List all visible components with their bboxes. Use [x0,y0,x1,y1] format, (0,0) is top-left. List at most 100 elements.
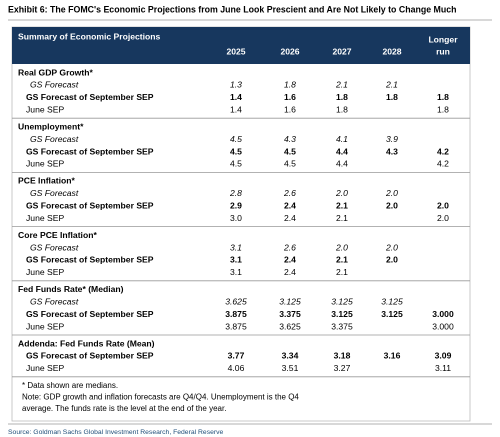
section-title: Real GDP Growth* [18,67,93,77]
cell: 2.0 [386,200,398,210]
cell: 3.875 [225,309,247,319]
cell: 3.0 [230,213,242,223]
cell: 2.6 [283,242,296,252]
cell: 3.375 [279,309,301,319]
cell: 4.06 [228,363,245,373]
cell: 4.4 [336,146,348,156]
cell: 2.0 [437,213,449,223]
cell: 1.6 [284,104,296,114]
note: Note: GDP growth and inflation forecasts… [22,392,299,401]
cell: 2.1 [336,267,348,277]
cell: 2.1 [336,200,348,210]
cell: 2.0 [385,242,398,252]
cell: 3.11 [435,363,451,373]
cell: 3.000 [432,321,454,331]
cell: 4.4 [336,159,348,169]
cell: 4.5 [230,134,242,144]
row-label: GS Forecast of September SEP [26,146,154,156]
row-label: June SEP [26,104,64,114]
row-label: GS Forecast of September SEP [26,309,154,319]
cell: 1.8 [437,104,449,114]
cell: 3.125 [381,309,403,319]
column-header: Longer [428,34,458,44]
section-title: Core PCE Inflation* [18,230,97,240]
row-label: GS Forecast [30,296,79,306]
cell: 3.34 [282,351,299,361]
row-label: GS Forecast of September SEP [26,92,154,102]
cell: 2.0 [386,255,398,265]
cell: 4.2 [437,146,449,156]
cell: 3.77 [228,351,245,361]
cell: 4.5 [284,159,296,169]
row-label: GS Forecast of September SEP [26,200,154,210]
cell: 3.51 [282,363,299,373]
cell: 2.0 [437,200,449,210]
row-label: GS Forecast [30,134,79,144]
cell: 2.1 [385,80,398,90]
table-heading: Summary of Economic Projections [18,31,161,41]
cell: 3.125 [331,309,353,319]
cell: 1.3 [230,80,242,90]
cell: 3.1 [230,267,242,277]
cell: 3.000 [432,309,454,319]
source: Source: Goldman Sachs Global Investment … [8,429,224,436]
cell: 3.1 [230,242,242,252]
cell: 2.0 [385,188,398,198]
section-title: Fed Funds Rate* (Median) [18,284,124,294]
row-label: GS Forecast of September SEP [26,255,154,265]
cell: 3.125 [381,296,403,306]
cell: 1.4 [230,104,242,114]
cell: 3.27 [334,363,351,373]
cell: 3.16 [384,351,401,361]
cell: 4.1 [336,134,348,144]
cell: 4.5 [230,146,242,156]
table-header [12,27,470,64]
cell: 2.4 [284,267,296,277]
cell: 4.2 [437,159,449,169]
section-title: Unemployment* [18,121,84,131]
note: * Data shown are medians. [22,381,118,390]
column-header: run [436,46,450,56]
cell: 4.5 [230,159,242,169]
cell: 1.8 [386,92,398,102]
row-label: GS Forecast [30,80,79,90]
column-header: 2027 [332,46,351,56]
cell: 1.8 [336,104,348,114]
row-label: June SEP [26,159,64,169]
cell: 3.125 [331,296,353,306]
cell: 1.8 [284,80,296,90]
cell: 3.9 [386,134,398,144]
cell: 4.5 [284,146,296,156]
note: average. The funds rate is the level at … [22,404,226,413]
cell: 4.3 [284,134,296,144]
row-label: GS Forecast [30,188,79,198]
cell: 3.875 [225,321,247,331]
cell: 2.8 [229,188,242,198]
column-header: 2028 [382,46,401,56]
section-title: Addenda: Fed Funds Rate (Mean) [18,338,155,348]
cell: 2.4 [284,255,296,265]
cell: 1.4 [230,92,242,102]
cell: 2.1 [336,213,348,223]
cell: 3.625 [225,296,247,306]
cell: 2.1 [336,255,348,265]
cell: 1.8 [336,92,348,102]
cell: 2.1 [335,80,348,90]
section-title: PCE Inflation* [18,176,75,186]
row-label: June SEP [26,267,64,277]
title: Exhibit 6: The FOMC's Economic Projectio… [8,4,457,14]
cell: 3.09 [435,351,452,361]
cell: 2.6 [283,188,296,198]
row-label: GS Forecast [30,242,79,252]
cell: 3.125 [279,296,301,306]
cell: 4.3 [386,146,398,156]
cell: 2.0 [335,242,348,252]
cell: 2.0 [335,188,348,198]
row-label: June SEP [26,321,64,331]
row-label: GS Forecast of September SEP [26,351,154,361]
cell: 2.9 [230,200,242,210]
row-label: June SEP [26,213,64,223]
cell: 3.375 [331,321,353,331]
column-header: 2025 [226,46,245,56]
